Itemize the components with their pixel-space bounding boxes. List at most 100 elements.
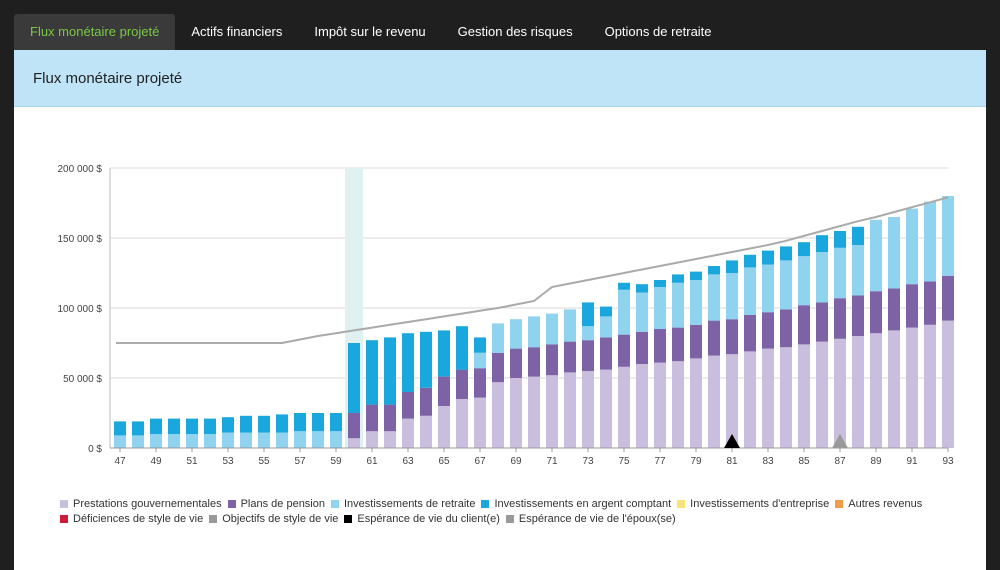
tab-bar: Flux monétaire projeté Actifs financiers… (14, 14, 728, 50)
bar-segment (816, 235, 828, 252)
legend-item[interactable]: Investissements de retraite (331, 497, 475, 511)
bar-segment (564, 309, 576, 342)
legend-label: Autres revenus (848, 498, 923, 510)
bar-segment (618, 282, 630, 290)
bar-segment (582, 371, 594, 448)
bar-segment (618, 366, 630, 448)
bar-segment (906, 284, 918, 328)
bar-segment (600, 337, 612, 370)
legend-item[interactable]: Espérance de vie de l'époux(se) (505, 512, 676, 526)
x-tick-label: 79 (690, 456, 702, 467)
x-tick-label: 55 (258, 456, 270, 467)
bar-segment (528, 376, 540, 448)
bar-segment (564, 341, 576, 373)
bar-segment (924, 201, 936, 282)
legend-label: Déficiences de style de vie (73, 513, 204, 525)
bar-segment (510, 319, 522, 349)
x-tick-label: 85 (798, 456, 810, 467)
legend-item[interactable]: Déficiences de style de vie (60, 512, 203, 526)
bar-segment (402, 333, 414, 392)
bar-segment (330, 413, 342, 432)
bar-segment (672, 274, 684, 283)
legend-item[interactable]: Investissements d'entreprise (677, 497, 829, 511)
bar-segment (492, 382, 504, 448)
bar-segment (348, 343, 360, 413)
legend-label: Investissements d'entreprise (690, 498, 830, 510)
bar-segment (834, 298, 846, 339)
bar-segment (870, 333, 882, 448)
bar-segment (852, 336, 864, 448)
bar-segment (906, 208, 918, 285)
tab-gestion-risques[interactable]: Gestion des risques (457, 24, 573, 39)
bar-segment (762, 264, 774, 313)
legend-label: Espérance de vie du client(e) (357, 513, 500, 525)
legend-label: Plans de pension (240, 498, 325, 510)
bar-segment (294, 413, 306, 432)
legend-item[interactable]: Plans de pension (227, 497, 325, 511)
x-tick-label: 81 (726, 456, 738, 467)
tab-options-retraite[interactable]: Options de retraite (604, 24, 712, 39)
legend-item[interactable]: Investissements en argent comptant (481, 497, 671, 511)
panel-header: Flux monétaire projeté (14, 50, 986, 107)
x-tick-label: 89 (870, 456, 882, 467)
bar-segment (366, 431, 378, 448)
bar-segment (582, 340, 594, 371)
panel-title: Flux monétaire projeté (33, 70, 183, 87)
bar-segment (942, 275, 954, 321)
bar-segment (618, 334, 630, 367)
bar-segment (834, 247, 846, 299)
bar-segment (708, 355, 720, 448)
bar-segment (708, 320, 720, 356)
tab-impot[interactable]: Impôt sur le revenu (314, 24, 426, 39)
x-tick-label: 47 (114, 456, 126, 467)
bar-segment (600, 369, 612, 448)
bar-segment (186, 434, 198, 448)
bar-segment (114, 435, 126, 448)
x-tick-label: 91 (906, 456, 918, 467)
bar-segment (492, 323, 504, 353)
client-life-expectancy-marker (724, 434, 740, 448)
bar-segment (474, 368, 486, 398)
legend-item[interactable]: Objectifs de style de vie (209, 512, 338, 526)
bar-segment (780, 309, 792, 348)
bar-segment (654, 280, 666, 287)
legend-label: Objectifs de style de vie (222, 513, 339, 525)
bar-segment (654, 362, 666, 448)
bar-segment (510, 348, 522, 378)
bar-segment (726, 319, 738, 355)
bar-segment (726, 273, 738, 320)
bar-segment (672, 282, 684, 328)
bar-segment (366, 404, 378, 432)
legend-swatch (60, 500, 68, 508)
bar-segment (924, 281, 936, 325)
bar-segment (582, 326, 594, 341)
x-tick-label: 69 (510, 456, 522, 467)
bar-segment (654, 287, 666, 329)
bar-segment (330, 431, 342, 448)
bar-segment (312, 431, 324, 448)
bar-segment (798, 344, 810, 448)
bar-segment (636, 364, 648, 448)
tab-actifs-financiers[interactable]: Actifs financiers (191, 24, 283, 39)
bar-segment (240, 415, 252, 433)
legend-item[interactable]: Prestations gouvernementales (60, 497, 222, 511)
bar-segment (348, 413, 360, 439)
bar-segment (762, 250, 774, 265)
legend-swatch (227, 500, 236, 508)
legend-swatch (60, 515, 68, 523)
bar-segment (168, 418, 180, 434)
legend-item[interactable]: Autres revenus (835, 497, 922, 511)
legend-item[interactable]: Espérance de vie du client(e) (344, 512, 500, 526)
bar-segment (798, 242, 810, 257)
bar-segment (816, 252, 828, 303)
bar-segment (132, 421, 144, 436)
bar-segment (942, 196, 954, 276)
bar-segment (780, 347, 792, 448)
tab-flux-monetaire[interactable]: Flux monétaire projeté (14, 14, 176, 50)
bar-segment (816, 302, 828, 342)
x-tick-label: 73 (582, 456, 594, 467)
bar-segment (852, 295, 864, 336)
legend-swatch (677, 500, 686, 508)
bar-segment (726, 354, 738, 448)
bar-segment (276, 432, 288, 448)
